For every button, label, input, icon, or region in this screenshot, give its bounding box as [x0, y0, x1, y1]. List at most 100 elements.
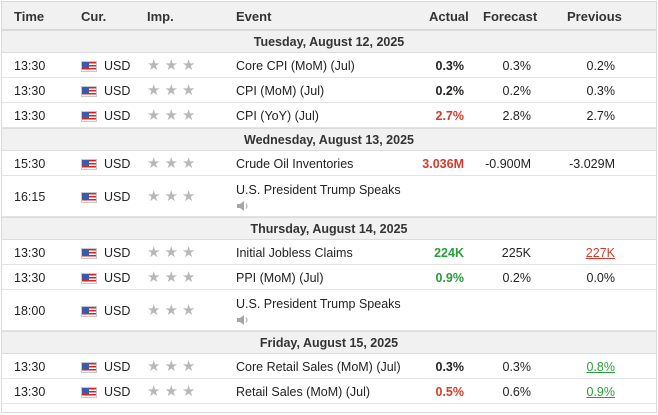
event-name[interactable]: Retail Sales (MoM) (Jul): [236, 385, 371, 399]
star-icon: ★: [181, 358, 196, 375]
importance-stars: ★ ★ ★: [147, 270, 199, 285]
event-actual: 224K: [434, 246, 464, 260]
importance-stars: ★ ★ ★: [147, 359, 199, 374]
event-forecast: 225K: [501, 246, 531, 260]
us-flag-icon: [81, 306, 97, 317]
table-header: Time Cur. Imp. Event Actual Forecast Pre…: [2, 2, 656, 30]
event-currency: USD: [104, 360, 131, 374]
event-row[interactable]: 13:30 USD ★ ★ ★ Initial Jobless Claims 224K 225…: [2, 240, 656, 265]
event-name[interactable]: U.S. President Trump Speaks: [236, 183, 401, 197]
event-actual: 0.3%: [435, 360, 465, 374]
star-icon: ★: [147, 383, 161, 400]
star-icon: ★: [181, 107, 196, 124]
star-icon: ★: [164, 82, 178, 99]
col-time-header[interactable]: Time: [14, 9, 45, 24]
star-icon: ★: [147, 57, 161, 74]
event-actual: 2.7%: [435, 109, 465, 123]
event-row[interactable]: 13:30 USD ★ ★ ★ PPI (MoM) (Jul) 0.9% 0.2% 0.0%: [2, 265, 656, 290]
star-icon: ★: [147, 188, 161, 205]
star-icon: ★: [164, 269, 178, 286]
event-currency: USD: [104, 109, 131, 123]
event-time: 16:15: [14, 190, 46, 204]
star-icon: ★: [181, 82, 196, 99]
event-time: 13:30: [14, 109, 46, 123]
importance-stars: ★ ★ ★: [147, 245, 199, 260]
event-row[interactable]: 13:30 USD ★ ★ ★ CPI (YoY) (Jul) 2.7% 2.8% 2.7%: [2, 103, 656, 128]
us-flag-icon: [81, 111, 97, 122]
event-previous: 0.0%: [586, 271, 616, 285]
us-flag-icon: [81, 159, 97, 170]
star-icon: ★: [147, 269, 161, 286]
star-icon: ★: [181, 57, 196, 74]
us-flag-icon: [81, 61, 97, 72]
calendar-body: Tuesday, August 12, 2025 13:30 USD ★ ★ ★ Core …: [2, 30, 656, 404]
star-icon: ★: [181, 244, 196, 261]
event-previous: 0.9%: [586, 385, 616, 399]
event-currency: USD: [104, 59, 131, 73]
event-actual: 0.3%: [435, 59, 465, 73]
star-icon: ★: [147, 302, 161, 319]
event-time: 13:30: [14, 246, 46, 260]
event-name[interactable]: Core CPI (MoM) (Jul): [236, 59, 355, 73]
event-currency: USD: [104, 304, 131, 318]
date-row: Thursday, August 14, 2025: [2, 217, 656, 240]
event-forecast: 0.3%: [502, 360, 532, 374]
us-flag-icon: [81, 387, 97, 398]
star-icon: ★: [147, 82, 161, 99]
event-name[interactable]: Core Retail Sales (MoM) (Jul): [236, 360, 401, 374]
col-actual-header[interactable]: Actual: [429, 9, 469, 24]
event-previous: -3.029M: [569, 157, 615, 171]
event-actual: 0.5%: [435, 385, 465, 399]
star-icon: ★: [164, 302, 178, 319]
star-icon: ★: [164, 188, 178, 205]
event-time: 13:30: [14, 271, 46, 285]
event-currency: USD: [104, 271, 131, 285]
event-row[interactable]: 18:00 USD ★ ★ ★ U.S. President Trump Speaks: [2, 290, 656, 331]
event-name[interactable]: CPI (MoM) (Jul): [236, 84, 325, 98]
event-previous: 0.2%: [586, 59, 616, 73]
event-time: 13:30: [14, 84, 46, 98]
event-forecast: -0.900M: [485, 157, 531, 171]
col-importance-header[interactable]: Imp.: [147, 9, 174, 24]
importance-stars: ★ ★ ★: [147, 156, 199, 171]
event-name[interactable]: Initial Jobless Claims: [236, 246, 353, 260]
event-actual: 0.9%: [435, 271, 465, 285]
event-row[interactable]: 16:15 USD ★ ★ ★ U.S. President Trump Speaks: [2, 176, 656, 217]
col-forecast-header[interactable]: Forecast: [483, 9, 538, 24]
event-forecast: 0.6%: [502, 385, 532, 399]
event-currency: USD: [104, 385, 131, 399]
event-currency: USD: [104, 157, 131, 171]
date-row: Friday, August 15, 2025: [2, 331, 656, 354]
event-forecast: 0.2%: [502, 271, 532, 285]
date-row: Tuesday, August 12, 2025: [2, 30, 656, 53]
star-icon: ★: [147, 244, 161, 261]
event-name[interactable]: PPI (MoM) (Jul): [236, 271, 324, 285]
event-row[interactable]: 13:30 USD ★ ★ ★ Core CPI (MoM) (Jul) 0.3% 0.3% 0…: [2, 53, 656, 78]
star-icon: ★: [181, 155, 196, 172]
event-row[interactable]: 13:30 USD ★ ★ ★ Retail Sales (MoM) (Jul) 0.5% 0…: [2, 379, 656, 404]
speaker-icon[interactable]: [236, 200, 249, 215]
star-icon: ★: [147, 107, 161, 124]
col-event-header[interactable]: Event: [236, 9, 272, 24]
date-row: Wednesday, August 13, 2025: [2, 128, 656, 151]
event-time: 13:30: [14, 385, 46, 399]
event-name[interactable]: Crude Oil Inventories: [236, 157, 354, 171]
event-currency: USD: [104, 246, 131, 260]
event-previous: 0.8%: [586, 360, 616, 374]
star-icon: ★: [164, 155, 178, 172]
col-previous-header[interactable]: Previous: [567, 9, 622, 24]
us-flag-icon: [81, 362, 97, 373]
us-flag-icon: [81, 248, 97, 259]
col-currency-header[interactable]: Cur.: [81, 9, 107, 24]
speaker-icon[interactable]: [236, 314, 249, 329]
event-time: 15:30: [14, 157, 46, 171]
event-name[interactable]: CPI (YoY) (Jul): [236, 109, 319, 123]
event-name[interactable]: U.S. President Trump Speaks: [236, 297, 401, 311]
event-time: 13:30: [14, 360, 46, 374]
star-icon: ★: [164, 358, 178, 375]
event-row[interactable]: 13:30 USD ★ ★ ★ Core Retail Sales (MoM) (Jul)…: [2, 354, 656, 379]
event-row[interactable]: 13:30 USD ★ ★ ★ CPI (MoM) (Jul) 0.2% 0.2% 0.3%: [2, 78, 656, 103]
event-row[interactable]: 15:30 USD ★ ★ ★ Crude Oil Inventories 3.036M -0…: [2, 151, 656, 176]
event-time: 13:30: [14, 59, 46, 73]
star-icon: ★: [164, 244, 178, 261]
